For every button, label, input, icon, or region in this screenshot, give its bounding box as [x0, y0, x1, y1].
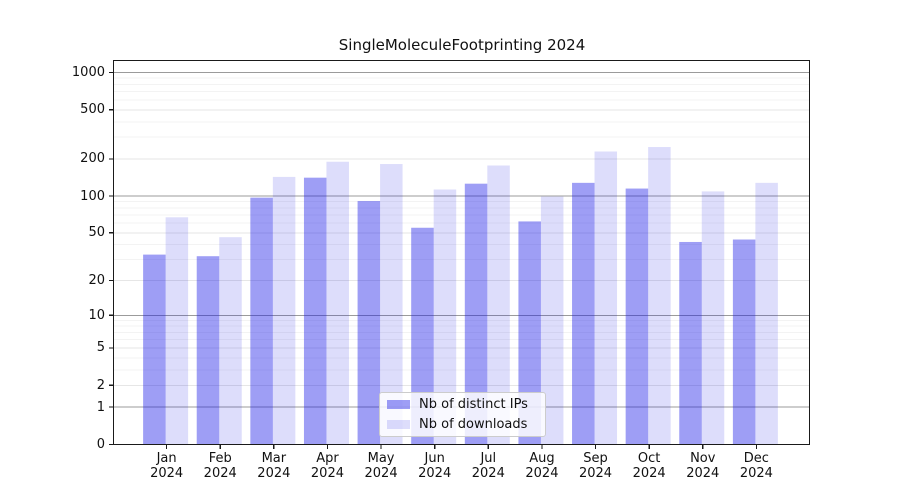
y-tick-label: 200: [80, 151, 105, 167]
y-tick-label: 1: [96, 399, 105, 415]
bar-distinct-ips: [518, 221, 541, 445]
x-tick-label: Mar 2024: [257, 451, 291, 482]
x-tick-label: Oct 2024: [632, 451, 666, 482]
x-tick-label: Jun 2024: [418, 451, 452, 482]
chart-title: SingleMoleculeFootprinting 2024: [338, 36, 586, 54]
bar-downloads: [219, 237, 242, 445]
x-tick-label: May 2024: [364, 451, 398, 482]
legend-label-distinct-ips: Nb of distinct IPs: [419, 397, 528, 412]
bar-distinct-ips: [464, 183, 488, 445]
legend: Nb of distinct IPs Nb of downloads: [379, 392, 546, 437]
x-tick-label: Aug 2024: [525, 451, 559, 482]
bar-distinct-ips: [625, 188, 649, 445]
bar-distinct-ips: [411, 227, 434, 445]
x-tick-label: Dec 2024: [739, 451, 773, 482]
bar-distinct-ips: [250, 197, 273, 445]
x-tick-label: Nov 2024: [686, 451, 720, 482]
bar-distinct-ips: [572, 182, 595, 445]
bar-distinct-ips: [196, 256, 220, 445]
x-tick-label: Apr 2024: [310, 451, 344, 482]
plot-area: [113, 60, 810, 445]
legend-swatch-distinct-ips-icon: [387, 400, 410, 409]
bar-downloads: [433, 189, 457, 445]
bar-distinct-ips: [732, 239, 756, 445]
bar-distinct-ips: [357, 201, 381, 445]
y-tick-label: 1000: [71, 65, 105, 81]
bar-downloads: [540, 196, 564, 445]
y-tick-label: 100: [80, 188, 105, 204]
y-tick-label: 2: [96, 377, 105, 393]
y-tick-label: 10: [88, 307, 105, 323]
bar-downloads: [165, 217, 189, 445]
bar-downloads: [648, 147, 671, 445]
legend-label-downloads: Nb of downloads: [419, 417, 528, 432]
y-tick-label: 0: [96, 436, 105, 452]
bar-downloads: [326, 161, 349, 445]
x-tick-label: Feb 2024: [203, 451, 237, 482]
x-tick-label: Jan 2024: [150, 451, 184, 482]
y-tick-label: 50: [88, 225, 105, 241]
x-tick-label: Jul 2024: [471, 451, 505, 482]
bar-downloads: [487, 165, 510, 445]
bar-downloads: [755, 182, 778, 445]
bar-downloads: [594, 151, 618, 445]
y-tick-label: 20: [88, 273, 105, 289]
y-tick-label: 5: [96, 340, 105, 356]
bar-downloads: [701, 191, 725, 445]
bar-downloads: [380, 164, 403, 445]
x-tick-label: Sep 2024: [578, 451, 613, 482]
bar-distinct-ips: [143, 254, 166, 445]
legend-swatch-downloads-icon: [387, 420, 410, 429]
bar-downloads: [272, 176, 296, 445]
bar-distinct-ips: [303, 177, 327, 445]
legend-item-downloads: Nb of downloads: [387, 416, 545, 433]
bar-distinct-ips: [679, 241, 702, 445]
y-tick-label: 500: [80, 102, 105, 118]
legend-item-distinct-ips: Nb of distinct IPs: [387, 396, 545, 413]
